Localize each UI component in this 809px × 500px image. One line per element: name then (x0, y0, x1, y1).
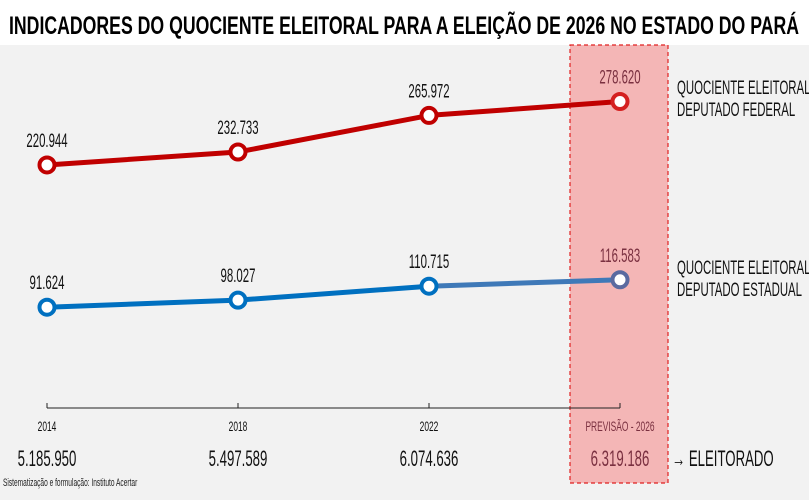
data-label: 278.620 (599, 68, 640, 89)
series-line-segment (44, 297, 241, 310)
legend-entry: QUOCIENTE ELEITORAL (677, 258, 809, 279)
electorate-value: 5.497.589 (209, 446, 268, 471)
x-tick-label: PREVISÃO - 2026 (585, 418, 654, 434)
data-label: 110.715 (409, 252, 449, 273)
x-tick-label: 2014 (38, 418, 57, 434)
x-tick-label: 2018 (229, 418, 248, 434)
data-label: 265.972 (408, 81, 449, 102)
legend-entry: DEPUTADO FEDERAL (677, 100, 795, 121)
series-line-segment (44, 149, 241, 168)
data-label: 232.733 (217, 118, 258, 139)
legend-entry: QUOCIENTE ELEITORAL (677, 78, 809, 99)
series-line-segment (426, 277, 623, 289)
data-label: 116.583 (600, 246, 640, 267)
data-point (610, 270, 630, 290)
data-label: 98.027 (221, 266, 256, 287)
electorate-label: → ELEITORADO (672, 446, 774, 471)
data-point (228, 142, 248, 162)
electorate-value: 5.185.950 (18, 446, 77, 471)
source-note: Sistematização e formulação: Instituto A… (3, 477, 137, 489)
x-tick-label: 2022 (420, 418, 439, 434)
legend-entry: DEPUTADO ESTADUAL (677, 280, 802, 301)
data-point (37, 297, 57, 317)
series-line-segment (426, 99, 623, 118)
data-point (228, 290, 248, 310)
data-point (37, 155, 57, 175)
electorate-value: 6.074.636 (400, 446, 459, 471)
series-line-segment (235, 283, 432, 303)
forecast-highlight-box (569, 44, 669, 484)
data-label: 220.944 (26, 131, 67, 152)
data-point (419, 105, 439, 125)
data-point (610, 92, 630, 112)
data-point (419, 276, 439, 296)
electorate-value: 6.319.186 (591, 446, 650, 471)
chart-title: INDICADORES DO QUOCIENTE ELEITORAL PARA … (9, 10, 799, 40)
data-label: 91.624 (30, 273, 65, 294)
series-line-segment (235, 112, 432, 155)
